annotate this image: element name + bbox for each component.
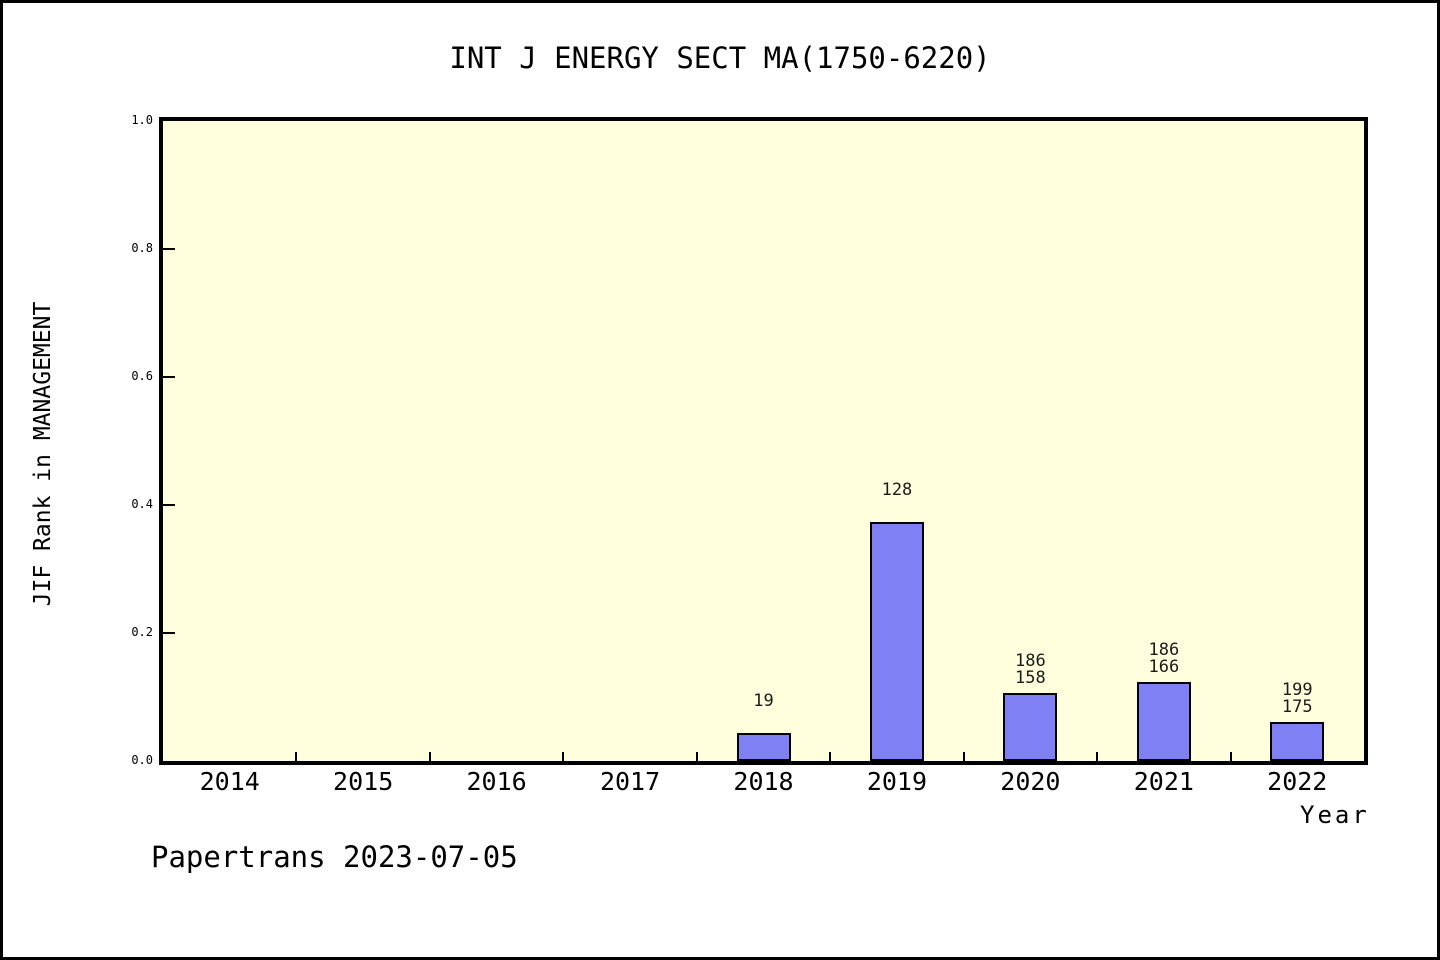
bar-value-line: 175 xyxy=(1281,697,1313,717)
bar-value-line: 199 xyxy=(1281,680,1313,700)
x-category-label: 2015 xyxy=(333,767,394,796)
x-tick-mark xyxy=(695,752,698,761)
bar-value-line: 186 xyxy=(1015,651,1046,671)
x-category-label: 2017 xyxy=(599,767,661,796)
y-tick-label: 0.0 xyxy=(131,753,153,767)
y-axis-title: JIF Rank in MANAGEMENT xyxy=(30,301,56,607)
bar-value-line: 166 xyxy=(1148,657,1180,677)
bar-value-line: 128 xyxy=(881,480,913,500)
x-tick-mark xyxy=(295,752,298,761)
x-tick-mark xyxy=(1229,752,1232,761)
y-tick-label: 0.8 xyxy=(131,241,153,255)
bar-value-label-2022: 199 175 xyxy=(1237,682,1357,716)
chart-title: INT J ENERGY SECT MA(1750-6220) xyxy=(449,41,991,75)
y-tick-label: 1.0 xyxy=(131,113,153,127)
plot-inner: 19 128 186 158 186 166 199 175 xyxy=(163,121,1364,761)
bar-value-label-2019: 128 xyxy=(837,482,957,516)
x-tick-mark xyxy=(962,752,965,761)
y-tick-mark xyxy=(163,376,175,378)
bar-value-label-2018: 19 xyxy=(704,693,824,727)
bar-value-line: 19 xyxy=(753,691,774,711)
y-tick-mark xyxy=(163,248,175,250)
footer-watermark: Papertrans 2023-07-05 xyxy=(151,840,518,874)
x-tick-mark xyxy=(829,752,832,761)
y-tick-mark xyxy=(163,632,175,634)
y-tick-label: 0.4 xyxy=(131,497,153,511)
x-category-label: 2020 xyxy=(1000,767,1061,796)
y-tick-mark xyxy=(163,504,175,506)
bar-2022 xyxy=(1270,722,1325,761)
x-category-label: 2021 xyxy=(1133,767,1194,796)
y-tick-label: 0.6 xyxy=(131,369,153,383)
bar-2021 xyxy=(1136,682,1191,761)
x-category-label: 2018 xyxy=(733,767,794,796)
bar-value-line: 186 xyxy=(1148,640,1180,660)
bar-2020 xyxy=(1003,693,1058,761)
x-tick-mark xyxy=(428,752,431,761)
x-category-label: 2022 xyxy=(1267,767,1328,796)
x-category-label: 2016 xyxy=(466,767,527,796)
x-category-label: 2014 xyxy=(199,767,260,796)
y-tick-label: 0.2 xyxy=(131,625,153,639)
x-category-label: 2019 xyxy=(866,767,928,796)
bar-value-label-2020: 186 158 xyxy=(970,653,1090,687)
bar-value-label-2021: 186 166 xyxy=(1104,642,1224,676)
x-axis-title: Year xyxy=(1300,801,1370,829)
plot-area: 19 128 186 158 186 166 199 175 xyxy=(159,117,1368,765)
bar-2019 xyxy=(869,522,924,761)
bar-value-line: 158 xyxy=(1015,668,1046,688)
x-tick-mark xyxy=(562,752,565,761)
x-tick-mark xyxy=(1096,752,1099,761)
bar-2018 xyxy=(736,733,791,761)
